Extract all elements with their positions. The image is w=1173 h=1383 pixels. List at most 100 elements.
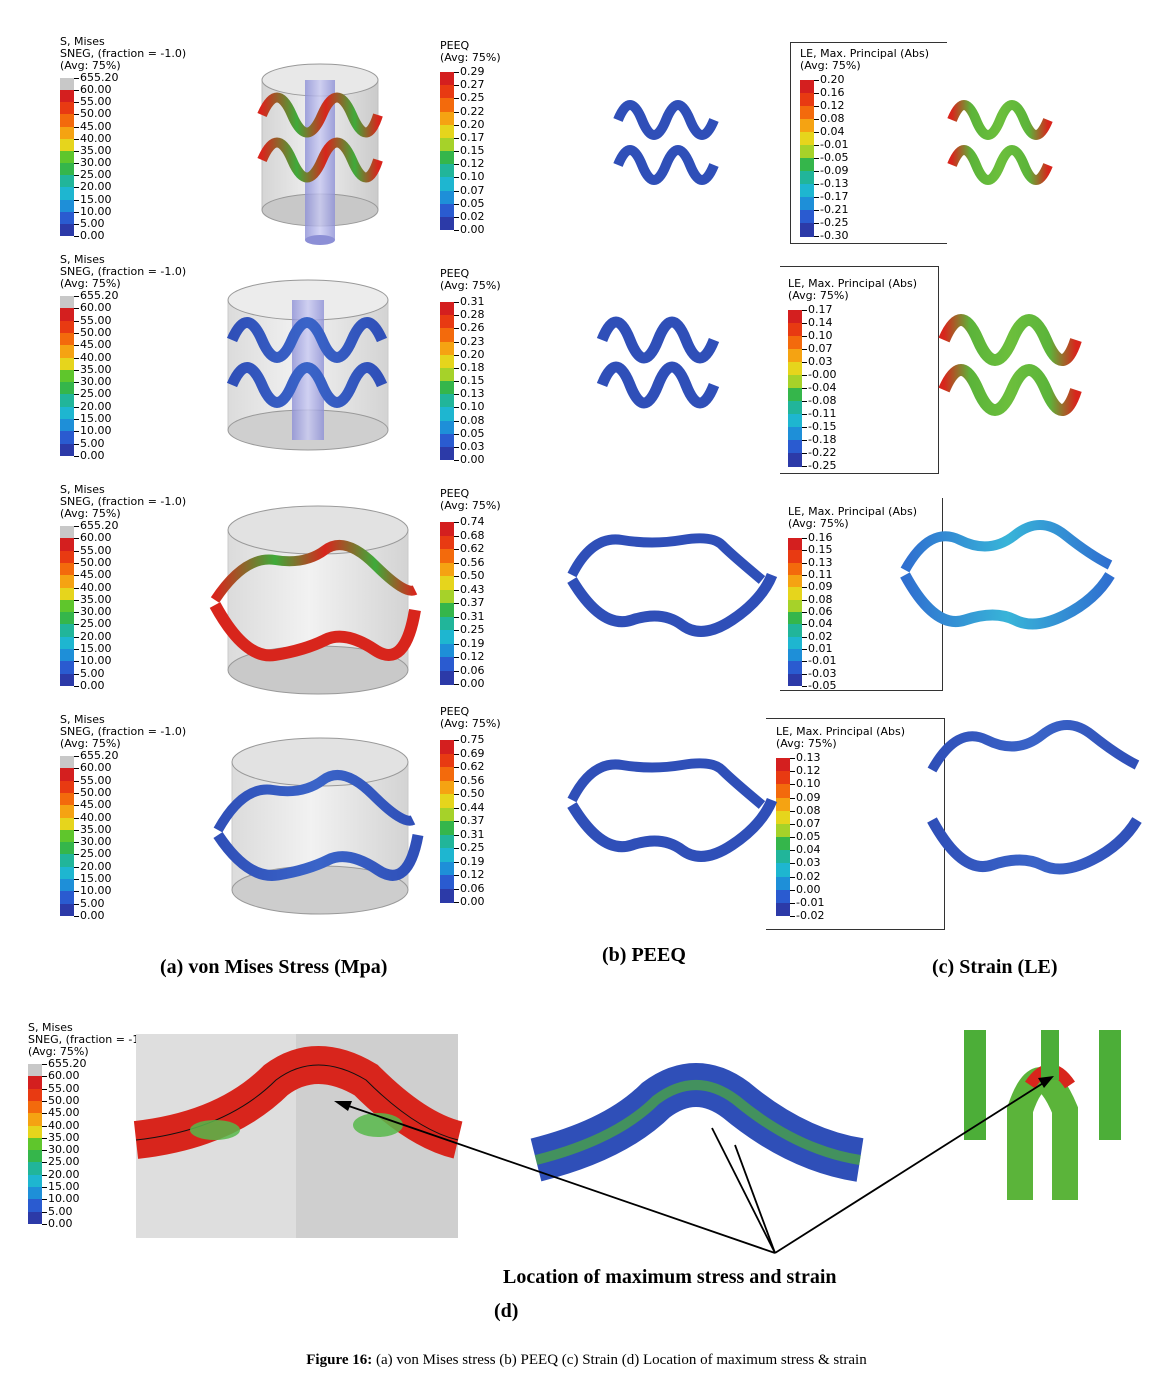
- colorbar-tick: [802, 362, 807, 363]
- colorbar-swatch: [800, 119, 814, 133]
- colorbar-tick: [790, 797, 795, 799]
- colorbar-label: 0.22: [460, 104, 485, 118]
- colorbar-label: 20.00: [80, 180, 112, 194]
- colorbar-label: -0.01: [808, 654, 837, 668]
- colorbar-tick: [814, 80, 819, 81]
- colorbar-swatch: [60, 780, 74, 794]
- colorbar-label: 30.00: [80, 605, 112, 619]
- colorbar-tick: [74, 756, 79, 757]
- panel-label-b: (b) PEEQ: [602, 944, 686, 966]
- colorbar-label: 0.00: [48, 1217, 73, 1230]
- colorbar-label: -0.15: [808, 420, 837, 433]
- colorbar-tick: [74, 332, 79, 334]
- colorbar-swatch: [28, 1211, 42, 1225]
- colorbar-tick: [454, 302, 459, 303]
- colorbar-swatch: [440, 354, 454, 369]
- colorbar-tick: [74, 562, 79, 564]
- colorbar-label: 40.00: [80, 580, 112, 594]
- stent-row3-strain: [900, 520, 1115, 630]
- colorbar-tick: [42, 1187, 47, 1189]
- colorbar-tick: [74, 780, 79, 782]
- colorbar-swatch: [440, 670, 454, 685]
- le-legend-row2: LE, Max. Principal (Abs) (Avg: 75%): [788, 277, 917, 302]
- colorbar-swatches: [440, 522, 454, 685]
- colorbar-tick: [74, 526, 79, 527]
- colorbar-swatch: [788, 599, 802, 613]
- colorbar-swatch: [60, 382, 74, 395]
- colorbar-label: 10.00: [80, 204, 112, 218]
- colorbar-swatch: [788, 453, 802, 467]
- colorbar-swatch: [440, 394, 454, 408]
- colorbar-label: -0.00: [808, 368, 837, 381]
- colorbar-tick: [454, 124, 459, 126]
- colorbar-swatch: [788, 661, 802, 675]
- colorbar-label: 25.00: [48, 1155, 80, 1169]
- colorbar-tick: [74, 187, 79, 189]
- colorbar-label: 0.15: [808, 543, 833, 557]
- colorbar-tick: [802, 661, 807, 663]
- colorbar-label: 40.00: [80, 350, 112, 364]
- colorbar-label: 0.74: [460, 515, 485, 528]
- colorbar-tick: [790, 916, 795, 917]
- colorbar-tick: [42, 1064, 47, 1065]
- colorbar-swatch: [788, 362, 802, 376]
- colorbar-label: 0.15: [460, 144, 485, 157]
- colorbar-tick: [74, 102, 79, 104]
- colorbar-label: 0.00: [796, 882, 821, 896]
- colorbar-tick: [74, 394, 79, 396]
- colorbar-swatch: [60, 406, 74, 420]
- colorbar-swatch: [788, 612, 802, 625]
- colorbar-label: 60.00: [80, 301, 112, 315]
- colorbar-label: 15.00: [80, 412, 112, 426]
- colorbar-label: 25.00: [80, 617, 112, 631]
- colorbar-swatch: [60, 817, 74, 831]
- colorbar-tick: [74, 138, 79, 140]
- colorbar-swatch: [60, 768, 74, 782]
- colorbar-label: 655.20: [80, 71, 119, 84]
- colorbar-label: 15.00: [48, 1180, 80, 1194]
- colorbar-label: 15.00: [80, 872, 112, 886]
- colorbar-label: 0.02: [460, 209, 485, 223]
- colorbar-label: 0.04: [808, 617, 833, 631]
- colorbar-label: 0.28: [460, 308, 485, 322]
- colorbar-swatch: [60, 357, 74, 371]
- colorbar-swatch: [28, 1174, 42, 1188]
- colorbar-label: 0.56: [460, 773, 485, 787]
- colorbar-swatch: [440, 328, 454, 342]
- colorbar-swatch: [800, 197, 814, 211]
- colorbar-label: 0.62: [460, 542, 485, 555]
- colorbar-tick: [790, 758, 795, 759]
- colorbar-label: 50.00: [80, 785, 112, 799]
- colorbar-swatch: [440, 164, 454, 178]
- colorbar-label: 0.75: [460, 733, 485, 746]
- colorbar-swatch: [776, 876, 790, 891]
- colorbar-swatch: [60, 891, 74, 905]
- colorbar-label: 0.25: [460, 91, 485, 105]
- colorbar-tick: [790, 876, 795, 878]
- colorbar-label: 5.00: [80, 216, 105, 230]
- colorbar-tick: [74, 175, 79, 177]
- colorbar-tick: [454, 328, 459, 330]
- colorbar-label: 0.20: [460, 117, 485, 131]
- colorbar-swatch: [788, 440, 802, 454]
- mises-legend-d: S, Mises SNEG, (fraction = -1.0) (Avg: 7…: [28, 1021, 155, 1058]
- colorbar-swatch: [776, 758, 790, 772]
- colorbar-label: 35.00: [80, 362, 112, 376]
- colorbar-tick: [790, 902, 795, 904]
- stent-row4-strain: [927, 720, 1142, 875]
- colorbar-swatch: [440, 341, 454, 356]
- colorbar-swatch: [788, 375, 802, 389]
- colorbar-tick: [802, 562, 807, 564]
- colorbar-tick: [790, 837, 795, 838]
- colorbar-label: 0.43: [460, 582, 485, 596]
- colorbar-label: 655.20: [48, 1057, 87, 1070]
- colorbar-swatches: [440, 740, 454, 903]
- colorbar-tick: [802, 673, 807, 675]
- colorbar-label: 0.07: [796, 816, 821, 830]
- colorbar-swatch: [60, 673, 74, 687]
- colorbar-label: -0.04: [808, 381, 837, 394]
- colorbar-swatch: [440, 576, 454, 590]
- colorbar-tick: [454, 230, 459, 231]
- colorbar-swatch: [440, 740, 454, 754]
- colorbar-label: 40.00: [48, 1118, 80, 1132]
